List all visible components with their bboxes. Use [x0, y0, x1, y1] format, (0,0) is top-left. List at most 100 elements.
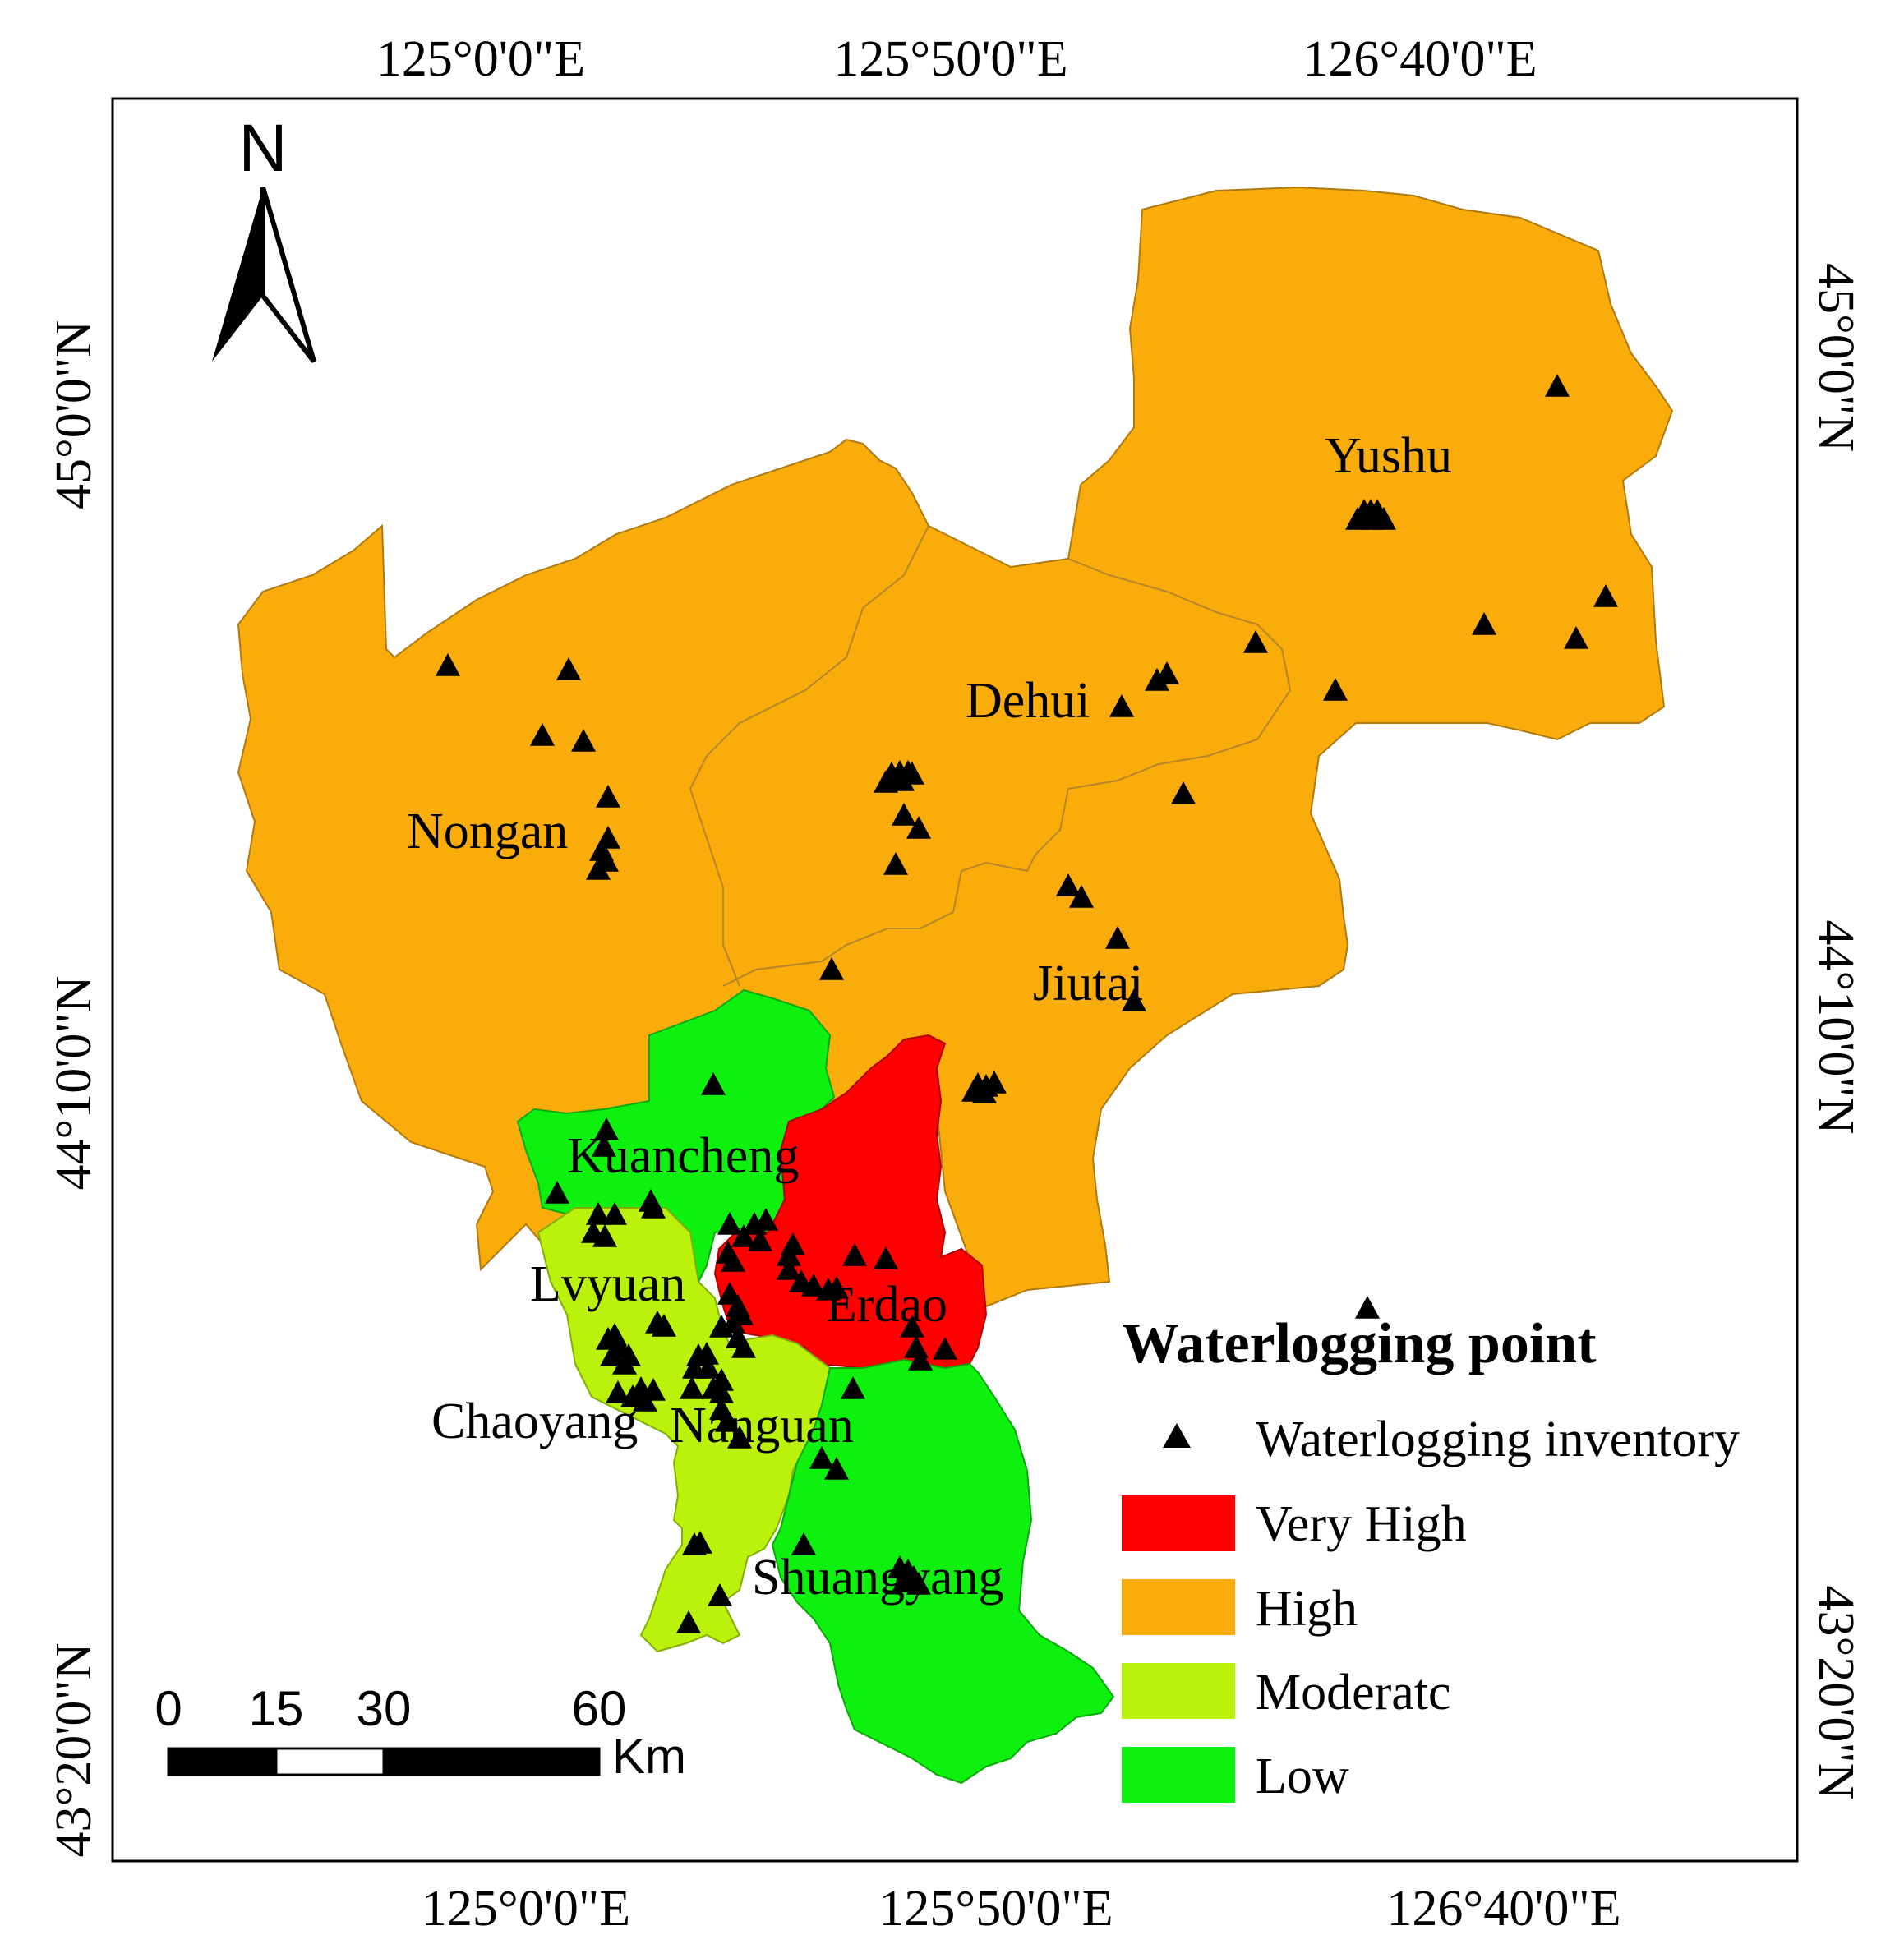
waterlogging-point [709, 1380, 734, 1403]
waterlogging-point [777, 1243, 801, 1266]
waterlogging-point [571, 729, 596, 752]
waterlogging-point [874, 770, 898, 793]
waterlogging-point [709, 1315, 734, 1338]
waterlogging-point [1069, 885, 1094, 908]
waterlogging-point [841, 1376, 865, 1399]
waterlogging-point [641, 1196, 666, 1219]
legend-label-low: Low [1256, 1748, 1349, 1804]
waterlogging-point [596, 1327, 620, 1350]
waterlogging-point [906, 816, 931, 839]
waterlogging-point [620, 1384, 645, 1407]
legend-swatch-high [1122, 1579, 1235, 1635]
legend-title: Waterlogging point [1122, 1312, 1597, 1375]
coord-left-1: 45°0'0"N [46, 320, 102, 509]
waterlogging-point [731, 1224, 756, 1247]
waterlogging-point [606, 1380, 630, 1403]
coord-right-2: 44°10'0"N [1808, 919, 1864, 1134]
waterlogging-point [933, 1337, 957, 1360]
scale-seg-3 [382, 1747, 601, 1776]
coord-right-3: 43°20'0"N [1808, 1585, 1864, 1799]
legend-label-very-high: Very High [1256, 1496, 1467, 1552]
waterlogging-point [908, 1348, 933, 1371]
waterlogging-point [721, 1249, 745, 1272]
waterlogging-point [652, 1314, 676, 1337]
waterlogging-point [777, 1257, 801, 1280]
label-shuangyang: Shuangyang [752, 1550, 1004, 1606]
legend-swatch-low [1122, 1747, 1235, 1803]
label-erdao: Erdao [826, 1277, 947, 1333]
waterlogging-point [791, 1532, 816, 1555]
coord-top-1: 125°0'0"E [376, 31, 585, 87]
waterlogging-point [708, 1583, 732, 1606]
waterlogging-point [1323, 678, 1348, 701]
waterlogging-point [1243, 630, 1268, 653]
waterlogging-point [602, 1202, 627, 1225]
coord-top-3: 126°40'0"E [1302, 31, 1537, 87]
waterlogging-point [1109, 694, 1134, 717]
waterlogging-point [676, 1610, 701, 1633]
label-kuancheng: Kuancheng [567, 1128, 799, 1184]
waterlogging-point [715, 1409, 740, 1432]
waterlogging-point [1472, 612, 1496, 635]
waterlogging-point [900, 1315, 924, 1338]
north-arrow: N [212, 111, 316, 363]
waterlogging-point [1593, 584, 1618, 607]
waterlogging-point [754, 1208, 778, 1231]
label-nongan: Nongan [407, 804, 568, 859]
waterlogging-point [801, 1274, 826, 1297]
waterlogging-point [883, 852, 908, 875]
waterlogging-point [727, 1426, 752, 1449]
label-chaoyang: Chaoyang [431, 1394, 638, 1449]
legend-label-high: High [1256, 1581, 1358, 1637]
label-dehui: Dehui [966, 673, 1090, 729]
legend-swatch-very-high [1122, 1495, 1235, 1551]
north-arrow-dark-half [212, 187, 263, 362]
coord-bottom-2: 125°50'0"E [878, 1881, 1113, 1937]
coord-left-3: 43°20'0"N [46, 1642, 102, 1857]
label-nanguan: Nanguan [670, 1398, 854, 1454]
waterlogging-point [612, 1352, 637, 1375]
waterlogging-point [892, 803, 916, 826]
waterlogging-points [436, 374, 1618, 1633]
waterlogging-point [594, 1117, 619, 1140]
scale-bar: 0 15 30 60 Km [154, 1681, 686, 1784]
waterlogging-point [600, 1343, 625, 1366]
scale-tick-30: 30 [357, 1681, 412, 1736]
waterlogging-point [890, 768, 915, 791]
label-yushu: Yushu [1325, 428, 1452, 484]
waterlogging-point [717, 1212, 742, 1235]
waterlogging-point [592, 1224, 617, 1247]
waterlogging-point [874, 1246, 898, 1269]
waterlogging-point [1105, 926, 1130, 949]
waterlogging-point [1355, 1296, 1380, 1319]
district-boundaries [689, 525, 1292, 987]
region-moderate [537, 1207, 832, 1653]
coord-right-1: 45°0'0"N [1808, 263, 1864, 452]
waterlogging-point [819, 957, 844, 980]
legend-triangle-icon [1163, 1423, 1191, 1448]
waterlogging-point [436, 653, 460, 676]
legend: Waterlogging point Waterlogging inventor… [1122, 1312, 1740, 1804]
waterlogging-point [545, 1181, 569, 1204]
scale-tick-60: 60 [572, 1681, 627, 1736]
waterlogging-point [694, 1342, 719, 1365]
coord-left-2: 44°10'0"N [46, 975, 102, 1190]
waterlogging-point [809, 1446, 834, 1469]
waterlogging-point [586, 1202, 611, 1225]
waterlogging-point [1145, 668, 1169, 691]
scale-seg-1 [167, 1747, 278, 1776]
waterlogging-point [696, 1356, 721, 1379]
region-very-high-erdao [713, 1034, 988, 1370]
scale-seg-2 [274, 1747, 385, 1776]
region-low-shuangyang [771, 1358, 1115, 1785]
waterlogging-point [556, 657, 581, 680]
legend-inventory-label: Waterlogging inventory [1256, 1412, 1740, 1467]
waterlogging-point [824, 1276, 849, 1299]
waterlogging-point [596, 785, 620, 808]
waterlogging-point [1372, 507, 1396, 530]
coord-top-2: 125°50'0"E [833, 31, 1067, 87]
waterlogging-point [1564, 626, 1588, 649]
scale-tick-15: 15 [249, 1681, 304, 1736]
scale-tick-0: 0 [154, 1681, 182, 1736]
waterlogging-point [530, 723, 555, 746]
